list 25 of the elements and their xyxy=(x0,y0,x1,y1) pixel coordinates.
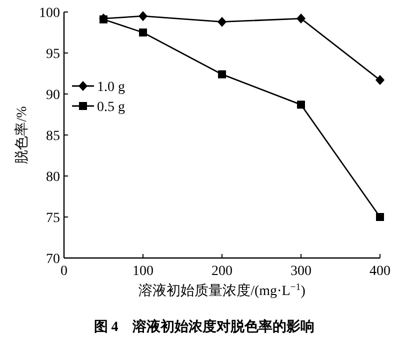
text: 图 4 溶液初始浓度对脱色率的影响 xyxy=(94,318,314,335)
y-axis-title: 脱色率/% xyxy=(14,106,30,164)
y-tick-label: 90 xyxy=(46,88,60,103)
point xyxy=(376,75,384,86)
point xyxy=(218,16,226,27)
x-tick-label: 200 xyxy=(212,264,232,279)
point xyxy=(139,28,147,36)
point xyxy=(297,100,305,109)
point xyxy=(376,213,384,221)
x-tick-label: 100 xyxy=(132,264,154,279)
y-tick-label: 100 xyxy=(39,6,60,21)
legend-label: 1.0 g xyxy=(97,80,125,95)
point xyxy=(296,14,306,24)
y-tick-label: 85 xyxy=(46,129,60,144)
x-tick-label: 300 xyxy=(290,264,312,279)
y-tick-label: 70 xyxy=(46,252,60,267)
point xyxy=(138,11,148,22)
legend-label: 0.5 g xyxy=(97,100,125,115)
x-tick-label: 400 xyxy=(370,264,390,279)
y-tick-label: 95 xyxy=(46,47,60,62)
y-tick-label: 75 xyxy=(46,211,60,226)
y-tick-label: 80 xyxy=(46,170,60,185)
x-axis-title: 溶液初始质量浓度/(mg·L$^{−1}$) xyxy=(138,282,306,299)
x-tick-label: 0 xyxy=(60,264,68,279)
point xyxy=(218,70,226,78)
